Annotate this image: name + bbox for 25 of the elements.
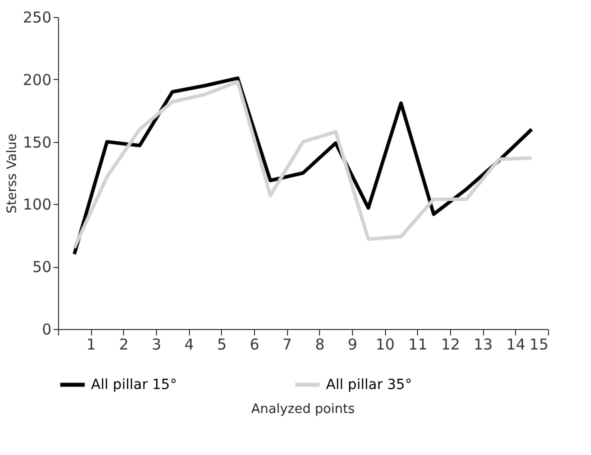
legend-label: All pillar 15° — [91, 376, 177, 393]
x-tick-label: 9 — [348, 336, 358, 354]
x-tick-label: 10 — [376, 336, 395, 354]
x-tick-label: 7 — [282, 336, 292, 354]
y-tick-label: 250 — [22, 8, 52, 26]
legend-label: All pillar 35° — [326, 376, 412, 393]
x-axis-title: Analyzed points — [251, 402, 355, 417]
x-tick-label: 3 — [152, 336, 162, 354]
x-tick-label: 13 — [474, 336, 493, 354]
y-tick-label: 200 — [22, 70, 52, 89]
y-tick-label: 100 — [22, 196, 52, 214]
y-tick-label: 50 — [32, 258, 52, 276]
x-tick-label: 14 — [506, 336, 526, 354]
x-tick-label: 15 — [529, 336, 548, 354]
x-tick-label: 12 — [440, 336, 460, 354]
x-tick-label: 5 — [217, 336, 227, 354]
y-axis-title: Sterss Value — [4, 133, 20, 214]
x-tick-label: 1 — [86, 336, 96, 354]
x-tick-label: 4 — [184, 336, 194, 354]
y-tick-label: 0 — [42, 320, 52, 338]
x-tick-label: 8 — [315, 336, 325, 354]
x-tick-label: 6 — [250, 336, 260, 354]
x-tick-label: 11 — [408, 336, 428, 354]
x-tick-label: 2 — [119, 336, 129, 354]
y-tick-label: 150 — [22, 133, 52, 152]
